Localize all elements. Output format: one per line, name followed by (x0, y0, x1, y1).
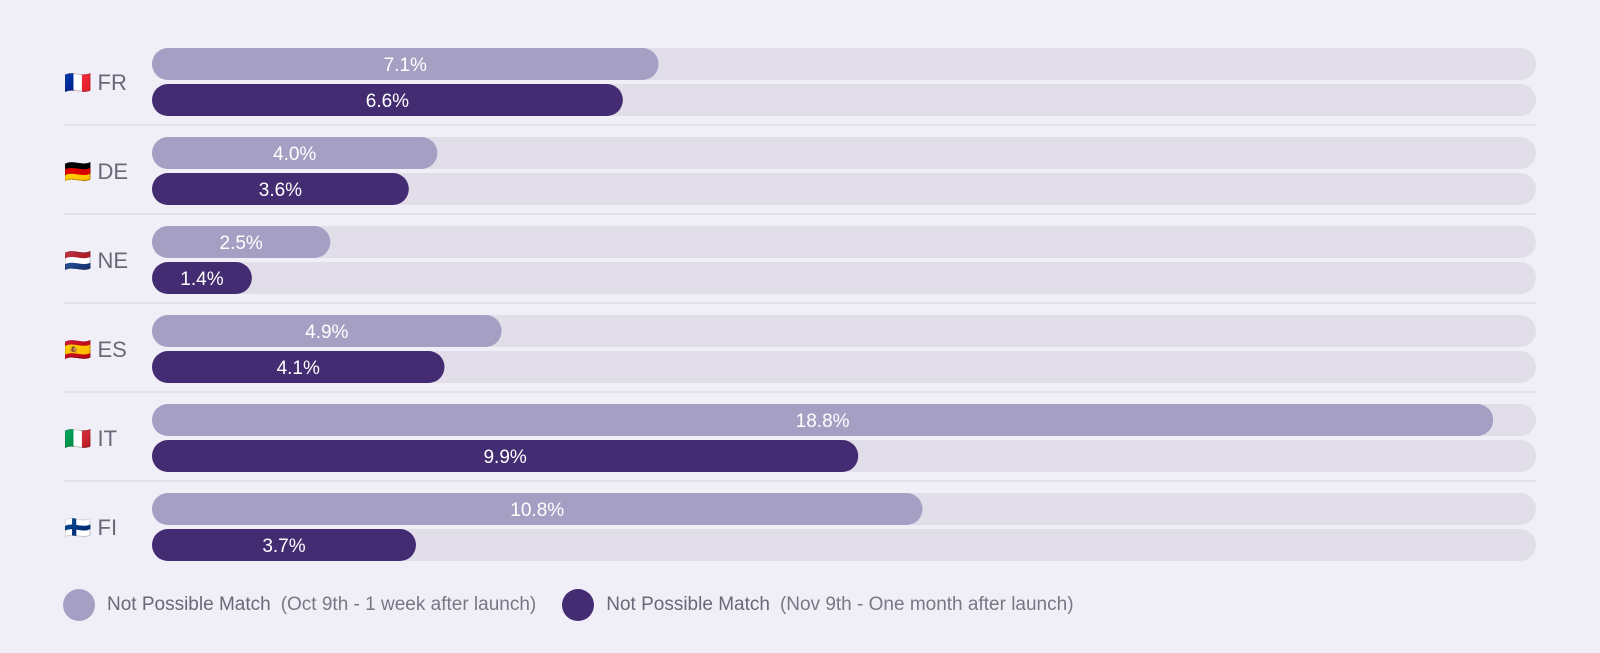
value-label-de-nov: 3.6% (259, 180, 302, 201)
bar-fi-oct (152, 493, 923, 525)
legend-swatch-nov (562, 589, 595, 621)
value-label-de-oct: 4.0% (273, 144, 316, 165)
bar-track-ne-oct (152, 226, 1536, 258)
value-label-it-nov: 9.9% (483, 447, 526, 468)
bar-es-nov (152, 351, 445, 383)
bar-track-es-nov (152, 351, 1536, 383)
bar-it-nov (152, 440, 859, 472)
value-label-fi-nov: 3.7% (262, 536, 305, 557)
value-label-fi-oct: 10.8% (510, 500, 564, 521)
value-label-es-oct: 4.9% (305, 322, 348, 343)
legend-item-oct: Not Possible Match (Oct 9th - 1 week aft… (63, 589, 536, 621)
bar-track-de-nov (152, 173, 1536, 205)
bar-track-ne-nov (152, 262, 1536, 294)
value-label-fr-oct: 7.1% (384, 55, 427, 76)
value-label-es-nov: 4.1% (277, 358, 320, 379)
category-label-fr: 🇫🇷 FR (64, 70, 127, 95)
bar-fr-oct (152, 48, 659, 80)
category-label-ne: 🇳🇱 NE (64, 248, 128, 273)
legend-note-oct: (Oct 9th - 1 week after launch) (280, 594, 537, 615)
legend: Not Possible Match (Oct 9th - 1 week aft… (63, 589, 1100, 621)
legend-note-nov: (Nov 9th - One month after launch) (779, 594, 1074, 615)
value-label-ne-nov: 1.4% (180, 269, 223, 290)
value-label-fr-nov: 6.6% (366, 91, 409, 112)
category-label-fi: 🇫🇮 FI (64, 515, 117, 540)
bar-es-oct (152, 315, 502, 347)
bar-track-fi-nov (152, 529, 1536, 561)
legend-name-nov: Not Possible Match (606, 594, 770, 615)
category-label-es: 🇪🇸 ES (64, 337, 127, 362)
legend-swatch-oct (63, 589, 95, 621)
bar-track-de-oct (152, 137, 1536, 169)
legend-item-nov: Not Possible Match (Nov 9th - One month … (562, 589, 1074, 621)
value-label-it-oct: 18.8% (796, 411, 850, 432)
category-label-it: 🇮🇹 IT (64, 426, 117, 451)
value-label-ne-oct: 2.5% (220, 233, 263, 254)
bar-ne-nov (152, 262, 252, 294)
bar-fr-nov (152, 84, 623, 116)
bar-de-nov (152, 173, 409, 205)
legend-name-oct: Not Possible Match (107, 594, 271, 615)
bar-it-oct (152, 404, 1494, 436)
bar-fi-nov (152, 529, 416, 561)
bar-de-oct (152, 137, 438, 169)
bar-ne-oct (152, 226, 331, 258)
category-label-de: 🇩🇪 DE (64, 159, 128, 184)
